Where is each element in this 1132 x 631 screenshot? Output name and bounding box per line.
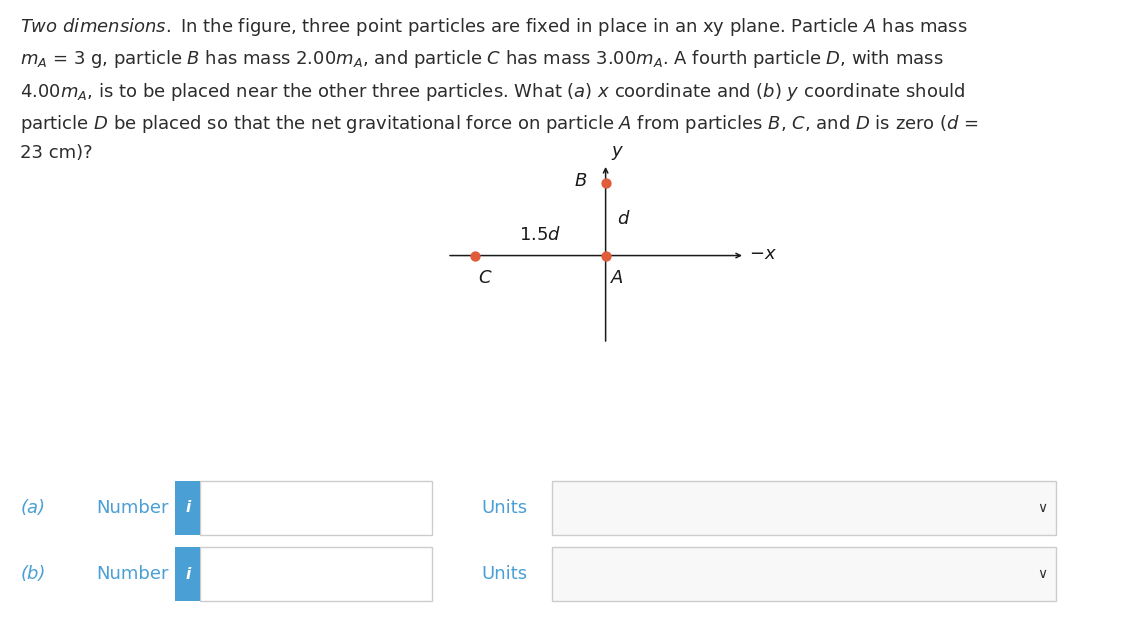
Bar [552, 481, 1056, 535]
Text: $y$: $y$ [611, 144, 625, 162]
Text: Units: Units [481, 499, 528, 517]
Bar [200, 547, 432, 601]
Text: i: i [186, 500, 190, 516]
Text: $B$: $B$ [574, 172, 588, 190]
Bar [552, 547, 1056, 601]
Point [466, 251, 484, 261]
Text: $A$: $A$ [610, 269, 624, 288]
Text: ∨: ∨ [1037, 501, 1047, 515]
Bar [175, 481, 200, 535]
Text: (a): (a) [20, 499, 45, 517]
Bar [200, 481, 432, 535]
Text: (b): (b) [20, 565, 45, 583]
Text: ∨: ∨ [1037, 567, 1047, 581]
Text: Units: Units [481, 565, 528, 583]
Point [597, 251, 615, 261]
Text: $d$: $d$ [617, 210, 631, 228]
Text: $-x$: $-x$ [749, 245, 778, 263]
Text: $1.5d$: $1.5d$ [520, 226, 561, 244]
Text: Number: Number [96, 565, 169, 583]
Text: Number: Number [96, 499, 169, 517]
Text: $C$: $C$ [478, 269, 492, 288]
Bar [175, 547, 200, 601]
Text: i: i [186, 567, 190, 582]
Text: $\mathit{Two\ dimensions.}$ In the figure, three point particles are fixed in pl: $\mathit{Two\ dimensions.}$ In the figur… [20, 16, 979, 162]
Point [597, 178, 615, 188]
